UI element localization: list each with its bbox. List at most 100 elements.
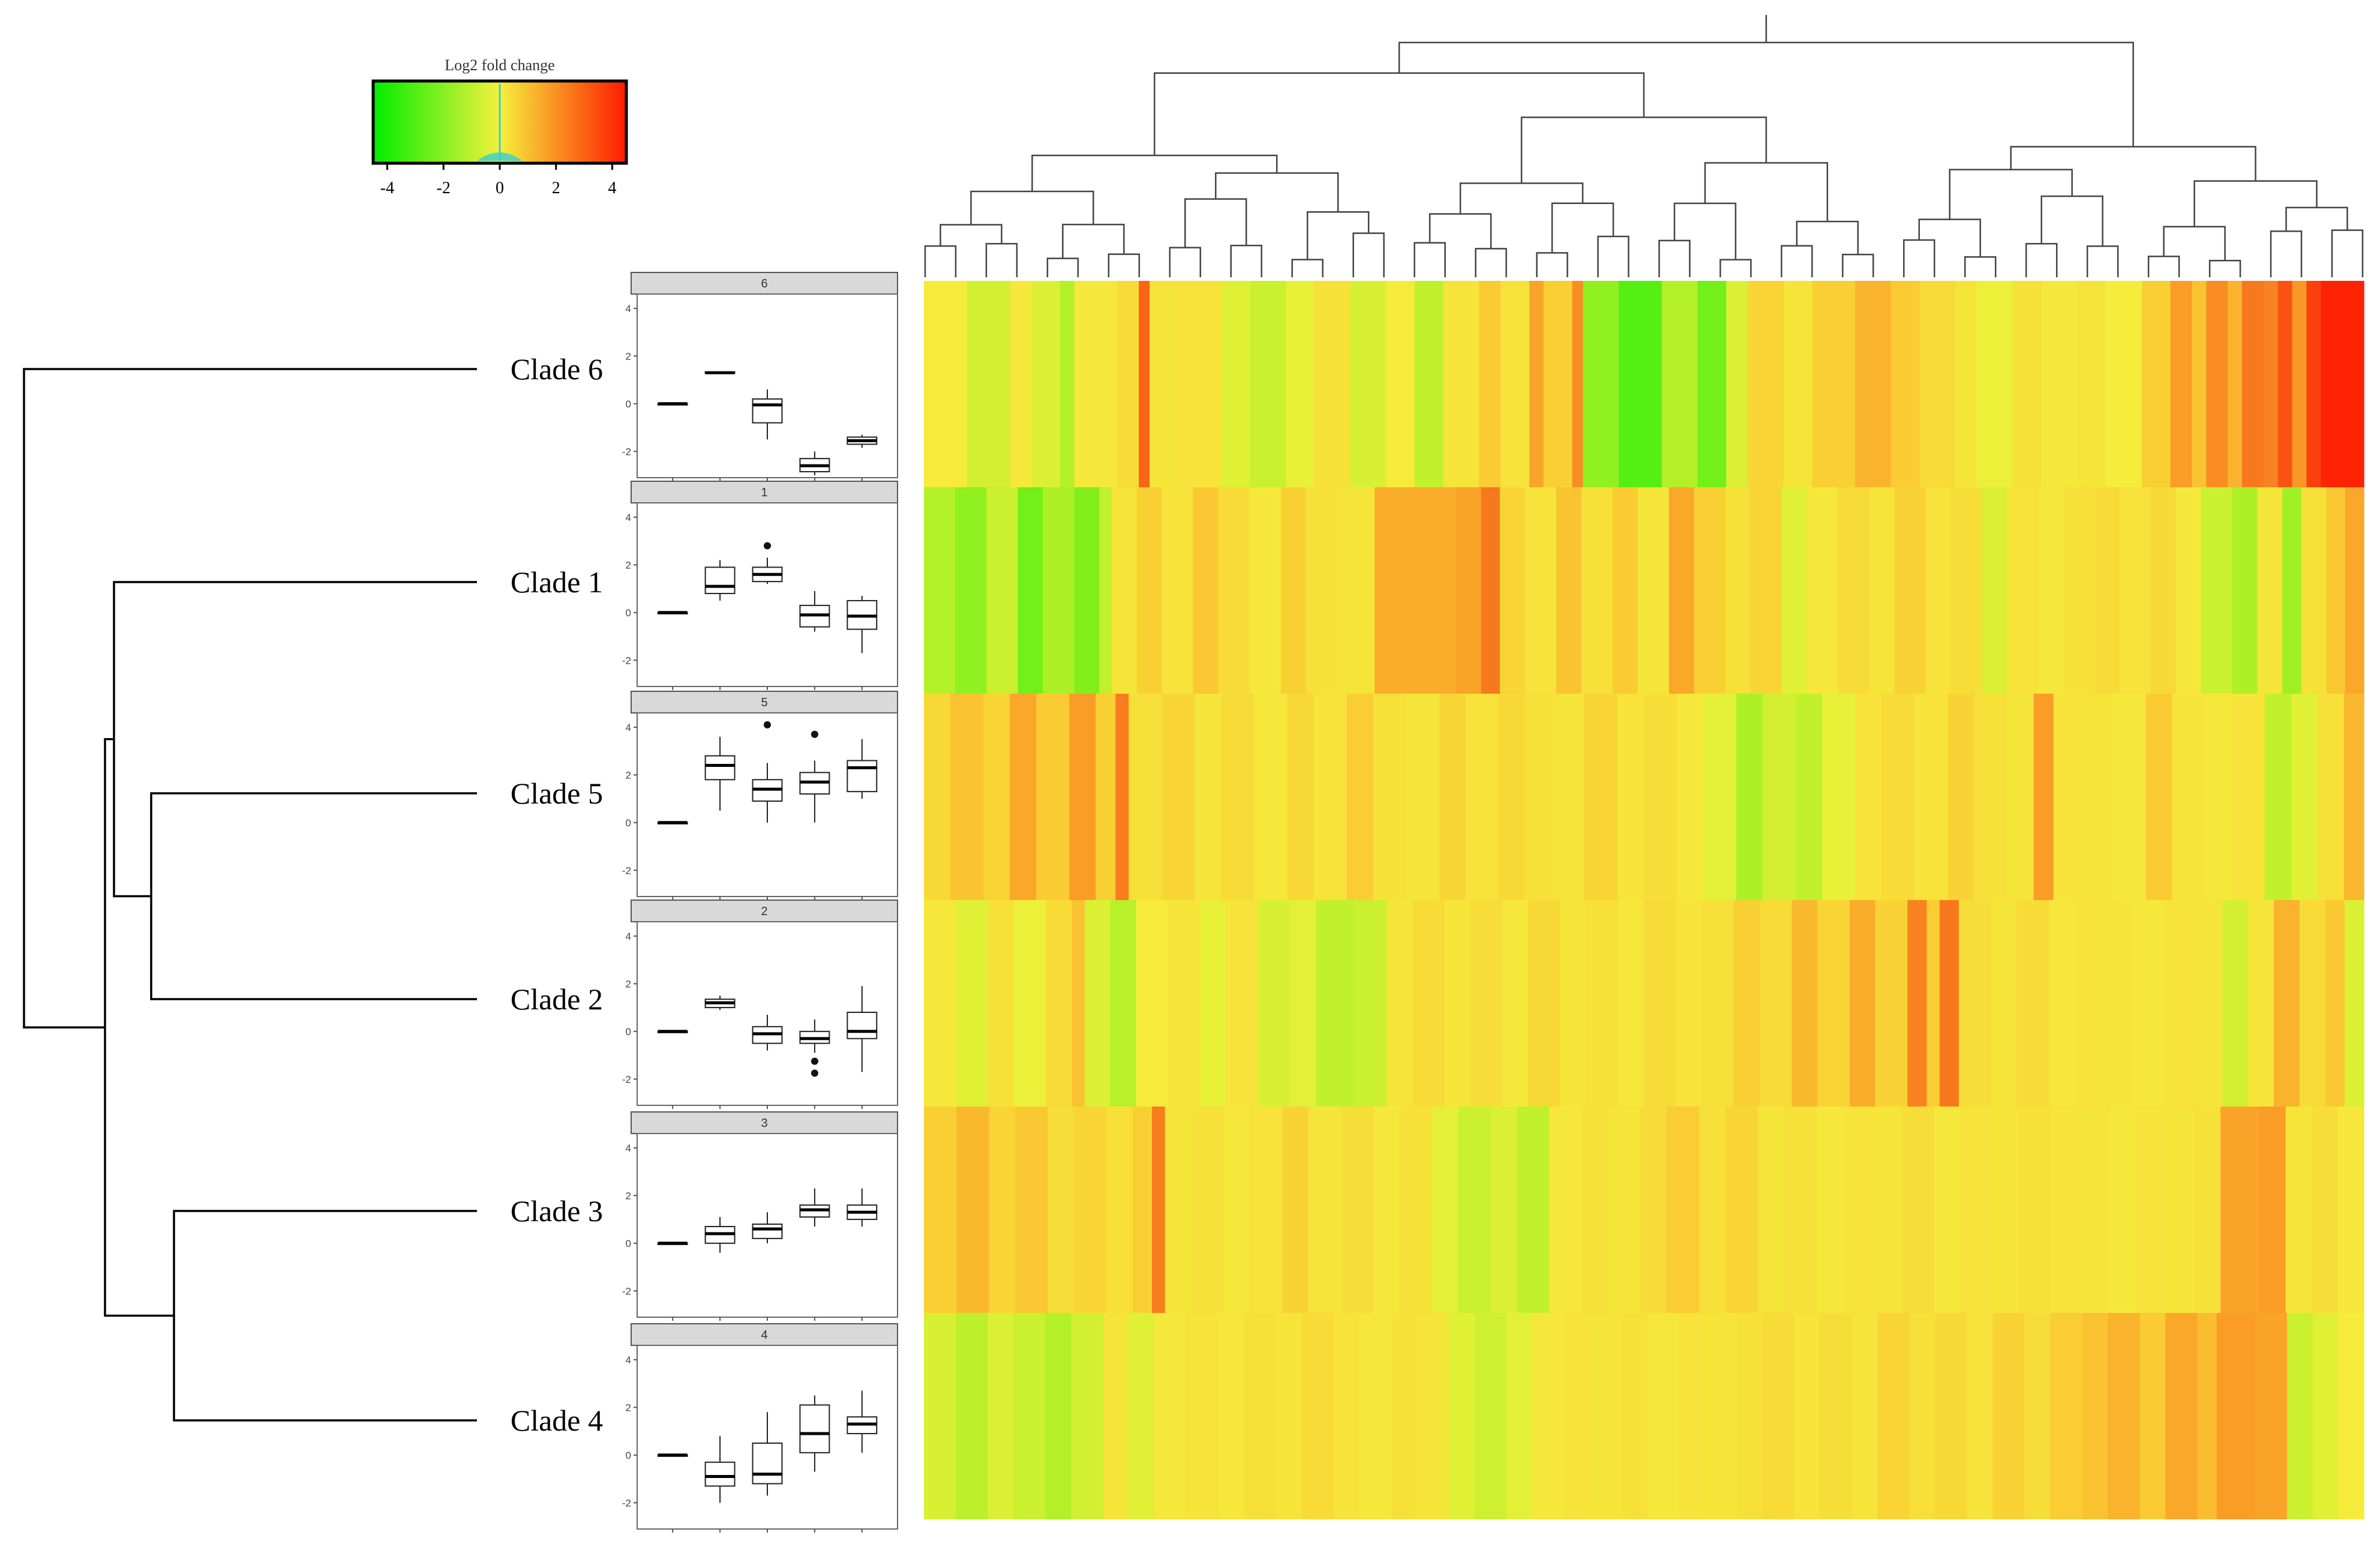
- clade-label: Clade 4: [511, 1404, 603, 1437]
- heatmap-cell: [1617, 694, 1644, 900]
- color-key-tick-label: 2: [552, 179, 560, 197]
- box-body: [847, 760, 878, 793]
- heatmap-cell: [2220, 1107, 2261, 1313]
- box: [847, 1188, 878, 1321]
- box: [799, 760, 830, 900]
- heatmap-cell: [1677, 694, 1704, 900]
- heatmap-cell: [1992, 1313, 2025, 1519]
- dendrogram-link: [1536, 252, 1568, 277]
- y-tick-label: 2: [626, 769, 631, 781]
- panel-plot-area: [637, 1133, 898, 1318]
- dendrogram-link: [2193, 180, 2318, 227]
- heatmap-cell: [2282, 487, 2302, 694]
- dendrogram-link: [1597, 235, 1629, 277]
- dendrogram-link: [1062, 223, 1125, 259]
- heatmap-cell: [1974, 694, 2008, 900]
- heatmap-cell: [1071, 1313, 1104, 1519]
- heatmap-cell: [1589, 1313, 1622, 1519]
- dendrogram-link: [1673, 202, 1737, 260]
- heatmap-cell: [1549, 1107, 1583, 1313]
- heatmap-cell: [1556, 487, 1582, 694]
- heatmap-cell: [955, 487, 988, 694]
- y-tick-label: -2: [622, 1074, 631, 1085]
- heatmap-cell: [1350, 281, 1386, 487]
- heatmap-cell: [2086, 694, 2114, 900]
- heatmap-cell: [1581, 487, 1613, 694]
- heatmap-cell: [1373, 694, 1407, 900]
- heatmap-cell: [1726, 281, 1748, 487]
- heatmap-cell: [1529, 281, 1544, 487]
- heatmap-cell: [1136, 487, 1163, 694]
- heatmap-cell: [1439, 694, 1466, 900]
- heatmap-cell: [1354, 900, 1388, 1107]
- heatmap-cell: [1791, 900, 1818, 1107]
- clade-label: Clade 2: [511, 982, 603, 1016]
- heatmap-cell: [1875, 1107, 1902, 1313]
- dendrogram-link: [1046, 257, 1079, 277]
- heatmap-cell: [2007, 487, 2039, 694]
- heatmap-cell: [1244, 1313, 1277, 1519]
- heatmap-cell: [1036, 694, 1070, 900]
- heatmap-cell: [924, 281, 968, 487]
- panel-plot-area: [637, 293, 898, 478]
- heatmap-cell: [1783, 281, 1813, 487]
- heatmap-cell: [1506, 1313, 1533, 1519]
- heatmap-cell: [1043, 487, 1075, 694]
- heatmap-cell: [2192, 281, 2207, 487]
- heatmap-cell: [1736, 1313, 1763, 1519]
- y-tick-label: 0: [626, 1026, 631, 1038]
- heatmap-cell: [2345, 487, 2364, 694]
- heatmap-cell: [2287, 1313, 2313, 1519]
- heatmap-cell: [2135, 1107, 2169, 1313]
- heatmap-cell: [1218, 487, 1250, 694]
- heatmap-cell: [1412, 900, 1445, 1107]
- heatmap-cell: [1699, 1107, 1726, 1313]
- heatmap-cell: [1817, 900, 1850, 1107]
- heatmap-cell: [1117, 281, 1139, 487]
- heatmap-cell: [1977, 281, 2013, 487]
- dendrogram-link: [2331, 229, 2364, 277]
- panel-strip-label: 2: [761, 905, 767, 918]
- box: [847, 986, 878, 1109]
- clade-label: Clade 1: [511, 565, 603, 599]
- heatmap-cell: [1481, 487, 1500, 694]
- heatmap-cell: [1305, 487, 1338, 694]
- heatmap-cell: [1901, 1107, 1935, 1313]
- heatmap-cell: [1583, 281, 1619, 487]
- dendrogram-link: [2040, 195, 2103, 247]
- dendrogram-link: [173, 1210, 477, 1422]
- heatmap-cell: [1838, 487, 1870, 694]
- y-tick-label: 0: [626, 1450, 631, 1461]
- panel-strip-label: 1: [761, 486, 767, 499]
- heatmap-cell: [1701, 900, 1734, 1107]
- heatmap-cell: [1736, 694, 1763, 900]
- heatmap-cell: [1074, 487, 1100, 694]
- dendrogram-link: [1781, 245, 1813, 277]
- dendrogram-link: [2285, 206, 2348, 232]
- heatmap-cell: [1955, 281, 1977, 487]
- heatmap-cell: [950, 694, 984, 900]
- y-tick-label: 2: [626, 350, 631, 362]
- heatmap-cell: [1374, 487, 1407, 694]
- dendrogram-link: [2270, 230, 2303, 277]
- dendrogram-link: [1459, 182, 1584, 214]
- heatmap-cell: [1967, 1313, 1994, 1519]
- dendrogram-link: [2208, 259, 2241, 277]
- heatmap-cell: [1060, 281, 1075, 487]
- heatmap-cell: [1992, 1107, 2019, 1313]
- heatmap-cell: [2344, 900, 2364, 1107]
- heatmap-cell: [1502, 900, 1529, 1107]
- heatmap-cell: [1621, 1313, 1648, 1519]
- heatmap-cell: [1193, 487, 1219, 694]
- heatmap-cell: [2197, 1313, 2217, 1519]
- heatmap-cell: [1186, 1313, 1219, 1519]
- heatmap-cell: [988, 900, 1015, 1107]
- heatmap-cell: [1796, 694, 1823, 900]
- heatmap-cell: [1416, 1313, 1449, 1519]
- heatmap-cell: [1750, 487, 1782, 694]
- heatmap-cell: [1226, 900, 1259, 1107]
- heatmap-cell: [2077, 1107, 2111, 1313]
- heatmap-cell: [1935, 1313, 1968, 1519]
- heatmap-cell: [1456, 487, 1482, 694]
